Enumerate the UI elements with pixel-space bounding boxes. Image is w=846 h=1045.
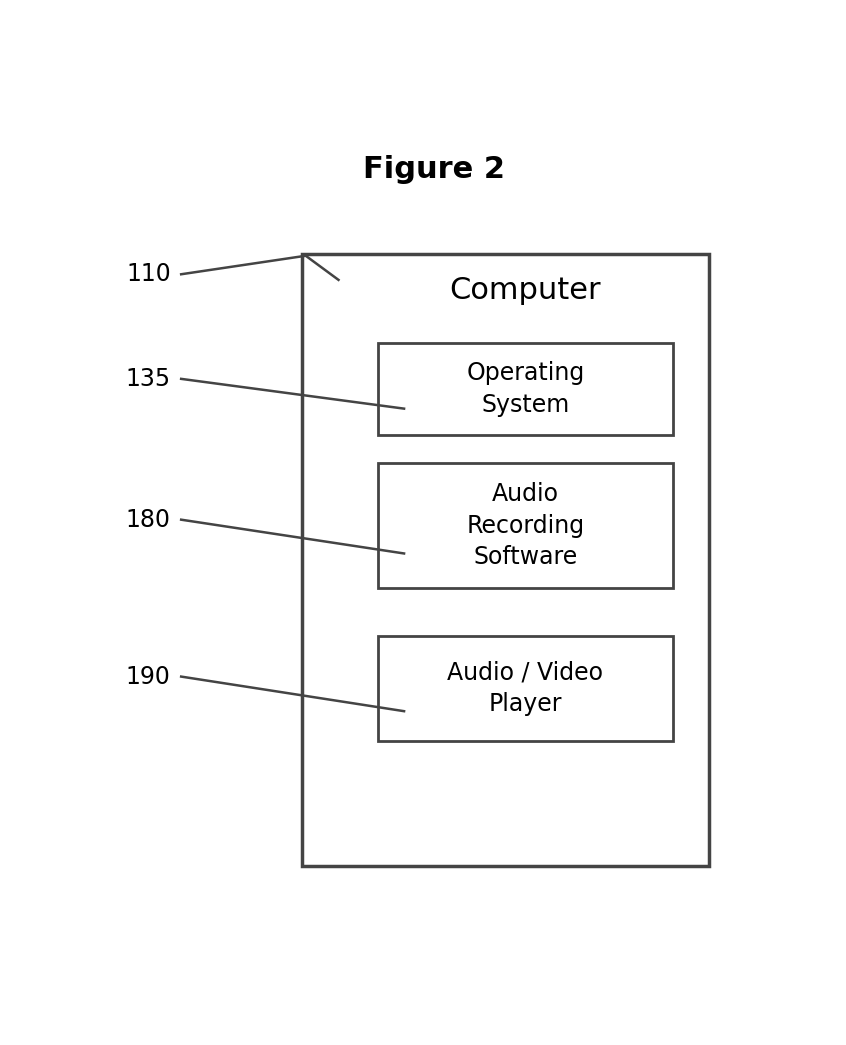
Text: 180: 180	[126, 508, 171, 532]
Text: Audio
Recording
Software: Audio Recording Software	[466, 482, 585, 570]
Text: 135: 135	[126, 367, 171, 391]
Text: Audio / Video
Player: Audio / Video Player	[448, 660, 603, 717]
Text: 110: 110	[126, 262, 171, 286]
Text: Computer: Computer	[449, 276, 602, 305]
Bar	[378, 343, 673, 435]
Text: Figure 2: Figure 2	[363, 155, 504, 184]
Text: Operating
System: Operating System	[466, 362, 585, 417]
Bar	[303, 254, 709, 865]
Bar	[378, 636, 673, 741]
Bar	[378, 463, 673, 588]
Text: 190: 190	[126, 665, 171, 689]
